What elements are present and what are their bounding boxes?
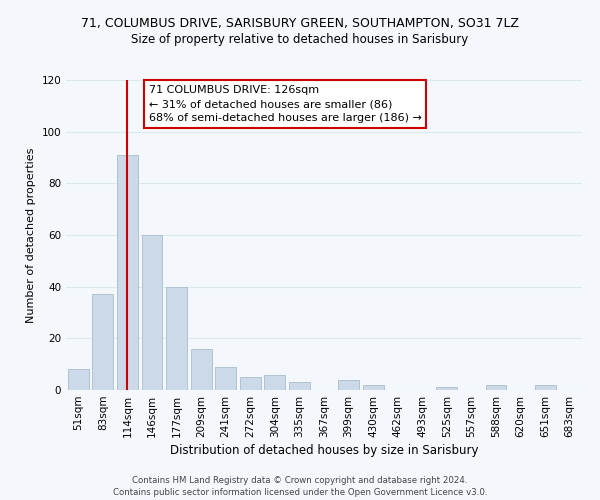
Text: Contains public sector information licensed under the Open Government Licence v3: Contains public sector information licen… [113, 488, 487, 497]
Bar [436, 388, 457, 390]
Bar [166, 286, 187, 390]
Text: 71 COLUMBUS DRIVE: 126sqm
← 31% of detached houses are smaller (86)
68% of semi-: 71 COLUMBUS DRIVE: 126sqm ← 31% of detac… [149, 84, 421, 124]
Bar [92, 294, 113, 390]
Bar [265, 374, 286, 390]
Y-axis label: Number of detached properties: Number of detached properties [26, 148, 36, 322]
Bar [338, 380, 359, 390]
X-axis label: Distribution of detached houses by size in Sarisbury: Distribution of detached houses by size … [170, 444, 478, 457]
Bar [485, 385, 506, 390]
Bar [362, 385, 383, 390]
Bar [117, 155, 138, 390]
Text: Contains HM Land Registry data © Crown copyright and database right 2024.: Contains HM Land Registry data © Crown c… [132, 476, 468, 485]
Bar [68, 370, 89, 390]
Text: Size of property relative to detached houses in Sarisbury: Size of property relative to detached ho… [131, 32, 469, 46]
Bar [240, 377, 261, 390]
Bar [535, 385, 556, 390]
Bar [289, 382, 310, 390]
Text: 71, COLUMBUS DRIVE, SARISBURY GREEN, SOUTHAMPTON, SO31 7LZ: 71, COLUMBUS DRIVE, SARISBURY GREEN, SOU… [81, 18, 519, 30]
Bar [142, 235, 163, 390]
Bar [191, 348, 212, 390]
Bar [215, 367, 236, 390]
